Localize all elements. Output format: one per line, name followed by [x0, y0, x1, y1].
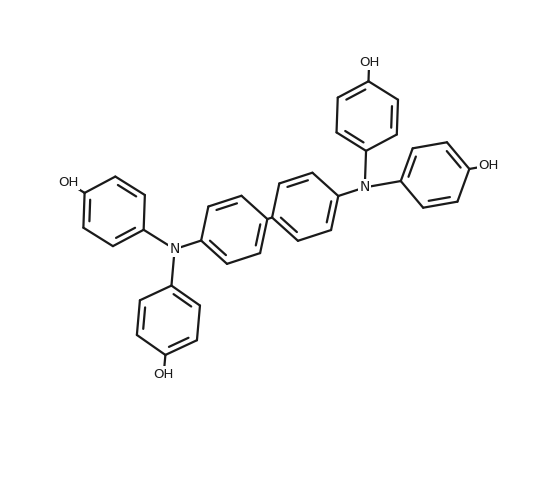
- Text: N: N: [170, 242, 180, 256]
- Text: N: N: [360, 180, 370, 195]
- Text: OH: OH: [478, 159, 498, 172]
- Text: OH: OH: [153, 368, 174, 380]
- Text: OH: OH: [58, 176, 78, 189]
- Text: OH: OH: [359, 55, 379, 69]
